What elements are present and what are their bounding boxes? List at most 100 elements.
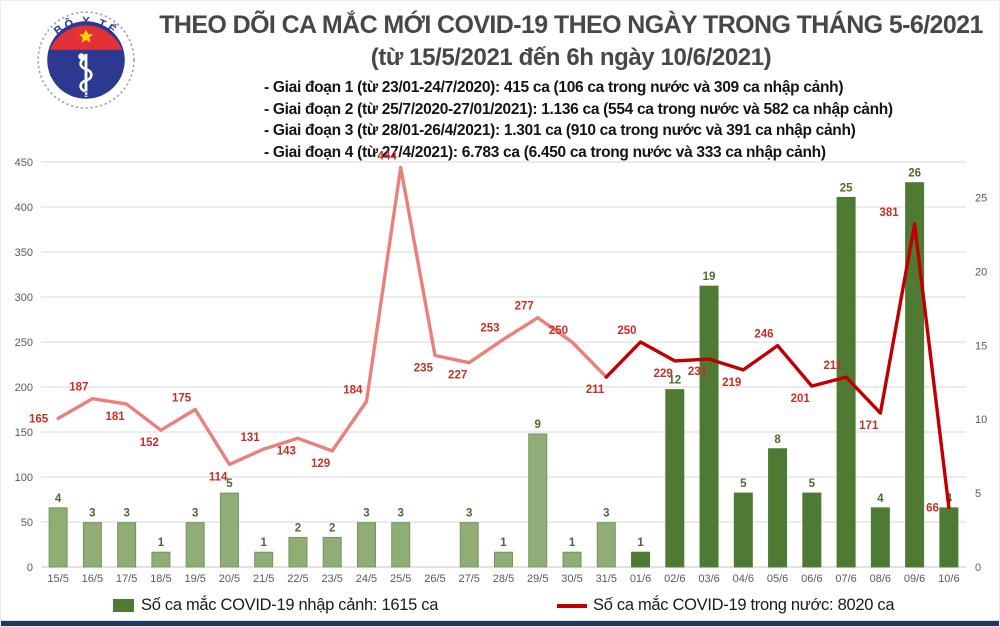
line-value-label: 381 <box>879 207 899 219</box>
y-axis-right-tick-label: 0 <box>975 562 981 574</box>
x-axis-tick-label: 29/5 <box>527 573 548 585</box>
phase-note-3: - Giai đoạn 3 (từ 28/01-26/4/2021): 1.30… <box>264 122 856 139</box>
x-axis-tick-label: 10/6 <box>938 573 959 585</box>
bar-value-label: 3 <box>123 508 129 520</box>
x-axis-tick-label: 22/5 <box>287 573 308 585</box>
phase-note-4: - Giai đoạn 4 (từ 27/4/2021): 6.783 ca (… <box>264 143 826 161</box>
line-value-label: 114 <box>209 471 228 483</box>
x-axis-tick-label: 04/6 <box>733 573 754 585</box>
legend-bar-swatch-icon <box>113 599 134 612</box>
bar-value-label: 1 <box>637 537 644 549</box>
legend-line-swatch-icon <box>557 603 587 608</box>
line-value-label: 181 <box>105 411 125 423</box>
line-value-label: 131 <box>240 432 260 444</box>
y-axis-left-tick-label: 450 <box>15 157 33 169</box>
imported-cases-bar <box>254 551 274 568</box>
x-axis-tick-label: 19/5 <box>184 573 205 585</box>
bar-value-label: 1 <box>260 537 267 549</box>
legend-domestic-label: Số ca mắc COVID-19 trong nước: 8020 ca <box>593 596 895 614</box>
y-axis-left-tick-label: 400 <box>15 202 33 214</box>
imported-cases-bar <box>905 182 925 568</box>
imported-cases-bar <box>836 196 856 568</box>
line-value-label: 231 <box>688 366 708 378</box>
bar-value-label: 4 <box>55 493 62 505</box>
line-value-label: 277 <box>515 301 534 313</box>
line-value-label: 219 <box>722 377 741 389</box>
x-axis-tick-label: 16/5 <box>82 573 103 585</box>
bar-value-label: 5 <box>809 478 816 490</box>
ministry-of-health-logo: BỘ Y TẾ MINISTRY OF HEALTH <box>37 11 135 109</box>
footer-accent-bar <box>1 621 999 626</box>
logo-snake-head <box>78 53 85 60</box>
bar-value-label: 3 <box>603 508 609 520</box>
line-value-label: 229 <box>654 368 673 380</box>
x-axis-tick-label: 24/5 <box>356 573 377 585</box>
x-axis-tick-label: 18/5 <box>150 573 171 585</box>
bar-value-label: 2 <box>329 522 335 534</box>
y-axis-left-tick-label: 350 <box>15 247 33 259</box>
x-axis-tick-label: 21/5 <box>253 573 274 585</box>
domestic-cases-line-early <box>56 165 608 467</box>
y-axis-left-tick-label: 100 <box>15 472 33 484</box>
bar-value-label: 1 <box>158 537 165 549</box>
imported-cases-bar <box>185 522 205 568</box>
logo-snake-icon <box>79 56 93 93</box>
logo-staff <box>84 53 88 97</box>
imported-cases-bar <box>391 522 411 568</box>
logo-outer-ring <box>37 11 135 109</box>
line-value-label: 184 <box>343 384 363 396</box>
bar-value-label: 12 <box>668 375 681 387</box>
legend-item-domestic-cases: Số ca mắc COVID-19 trong nước: 8020 ca <box>557 596 895 615</box>
line-value-label: 175 <box>172 393 192 405</box>
bar-value-label: 3 <box>89 508 95 520</box>
imported-cases-bar <box>939 507 959 568</box>
x-axis-tick-label: 17/5 <box>116 573 137 585</box>
y-axis-left-tick-label: 300 <box>15 292 33 304</box>
line-value-label: 444 <box>378 150 398 162</box>
imported-cases-bar <box>631 551 651 568</box>
line-value-label: 250 <box>549 325 568 337</box>
line-value-label: 187 <box>69 382 88 394</box>
y-axis-right-tick-label: 5 <box>975 488 981 500</box>
x-axis-tick-label: 27/5 <box>459 573 480 585</box>
bar-value-label: 19 <box>703 271 716 283</box>
bar-value-label: 26 <box>908 168 921 180</box>
bar-value-label: 5 <box>226 478 233 490</box>
x-axis-tick-label: 02/6 <box>664 573 685 585</box>
x-axis-tick-label: 15/5 <box>47 573 68 585</box>
imported-cases-bar <box>48 507 68 568</box>
imported-cases-bar <box>117 522 137 568</box>
line-value-label: 129 <box>311 458 330 470</box>
x-axis-tick-label: 20/5 <box>219 573 240 585</box>
y-axis-left-tick-label: 200 <box>15 382 33 394</box>
imported-cases-bar <box>82 522 102 568</box>
imported-cases-bar <box>459 522 479 568</box>
y-axis-left-tick-label: 0 <box>27 562 33 574</box>
imported-cases-bar <box>562 551 582 568</box>
y-axis-left-tick-label: 150 <box>15 427 33 439</box>
page-subtitle: (từ 15/5/2021 đến 6h ngày 10/6/2021) <box>370 44 772 71</box>
bar-value-label: 1 <box>500 537 507 549</box>
imported-cases-bar <box>596 522 616 568</box>
line-value-label: 211 <box>586 384 605 396</box>
line-value-label: 152 <box>140 437 159 449</box>
line-value-label: 235 <box>414 363 434 375</box>
phase-notes: - Giai đoạn 1 (từ 23/01-24/7/2020): 415 … <box>264 77 893 163</box>
line-value-label: 171 <box>859 420 879 432</box>
bar-value-label: 3 <box>363 508 369 520</box>
imported-cases-bar <box>699 285 719 568</box>
bar-value-label: 25 <box>840 182 853 194</box>
y-axis-right-tick-label: 25 <box>975 192 987 204</box>
x-axis-tick-label: 09/6 <box>904 573 925 585</box>
logo-star-icon <box>79 29 93 43</box>
imported-cases-bar <box>322 536 342 568</box>
line-value-label: 250 <box>617 325 636 337</box>
legend-imported-label: Số ca mắc COVID-19 nhập cảnh: 1615 ca <box>141 596 439 614</box>
line-value-label: 165 <box>29 414 49 426</box>
bar-value-label: 3 <box>466 508 472 520</box>
imported-cases-bar <box>528 433 548 568</box>
bar-value-label: 5 <box>740 478 747 490</box>
x-axis-tick-label: 25/5 <box>390 573 411 585</box>
